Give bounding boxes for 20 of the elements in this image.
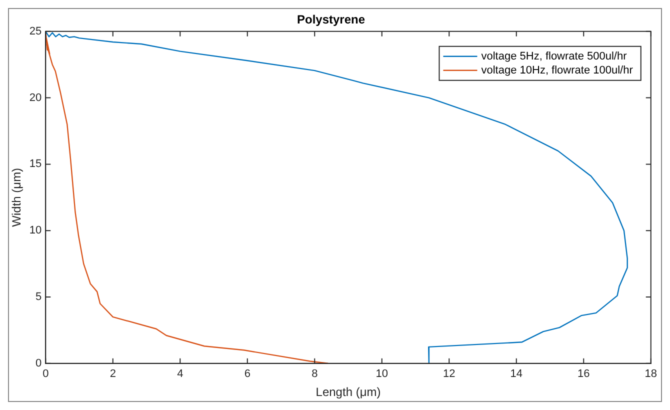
x-tick-label: 4 [177, 368, 184, 380]
x-tick-label: 2 [110, 368, 116, 380]
x-tick-label: 8 [312, 368, 318, 380]
x-tick-label: 16 [578, 368, 590, 380]
legend-label: voltage 10Hz, flowrate 100ul/hr [481, 64, 634, 76]
x-axis-title: Length (μm) [316, 385, 381, 400]
y-tick-label: 15 [29, 158, 42, 170]
y-tick-label: 25 [29, 25, 42, 38]
legend-label: voltage 5Hz, flowrate 500ul/hr [481, 50, 628, 62]
x-tick-label: 12 [443, 368, 456, 380]
x-tick-label: 10 [376, 368, 388, 380]
y-tick-label: 20 [29, 92, 42, 104]
y-tick-label: 0 [36, 357, 42, 370]
x-tick-label: 6 [244, 368, 250, 380]
chart-title: Polystyrene [296, 12, 366, 27]
y-axis-title: Width (μm) [10, 168, 24, 227]
x-tick-label: 18 [644, 368, 658, 380]
x-tick-label: 14 [510, 368, 523, 380]
y-tick-label: 10 [29, 224, 42, 237]
y-tick-label: 5 [36, 291, 42, 304]
